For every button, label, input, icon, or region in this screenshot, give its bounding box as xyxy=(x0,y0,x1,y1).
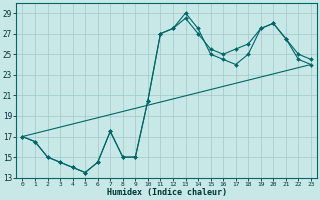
X-axis label: Humidex (Indice chaleur): Humidex (Indice chaleur) xyxy=(107,188,227,197)
